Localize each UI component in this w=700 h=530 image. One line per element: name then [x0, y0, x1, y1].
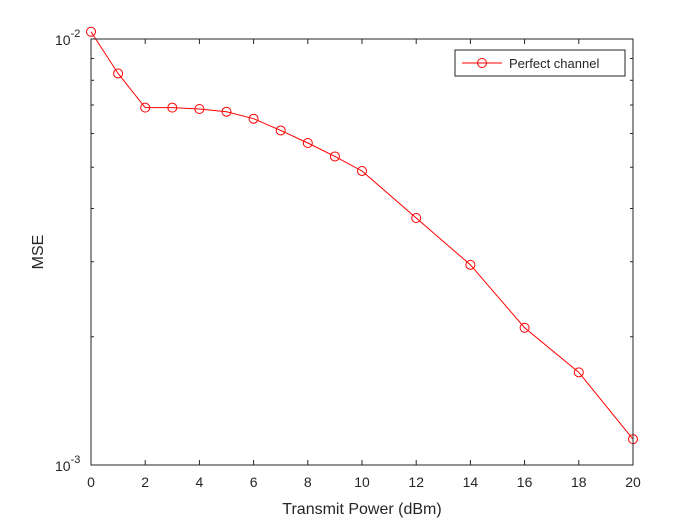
x-tick-label: 18 [571, 474, 587, 490]
x-tick-label: 10 [354, 474, 370, 490]
legend-marker [477, 58, 487, 68]
data-point [86, 26, 96, 37]
y-tick-label: 10-3 [55, 454, 80, 474]
data-point [357, 165, 367, 176]
x-tick-label: 6 [250, 474, 258, 490]
x-tick-label: 8 [304, 474, 312, 490]
x-tick-label: 4 [196, 474, 204, 490]
data-point [248, 113, 259, 124]
x-tick-label: 20 [625, 474, 641, 490]
y-tick-label-exponent: -3 [71, 454, 81, 466]
x-tick-label: 2 [141, 474, 149, 490]
data-point [302, 137, 313, 148]
y-tick-label-base: 10 [55, 32, 71, 48]
x-tick-label: 14 [463, 474, 479, 490]
x-tick-label: 12 [408, 474, 424, 490]
series-layer [86, 26, 638, 445]
data-point [329, 151, 340, 162]
data-point [275, 125, 286, 136]
axes-box [90, 38, 634, 466]
legend-label: Perfect channel [509, 56, 599, 71]
y-tick-label-exponent: -2 [71, 28, 81, 40]
data-point [465, 259, 476, 270]
plot-area [91, 39, 633, 465]
x-axis-label: Transmit Power (dBm) [282, 501, 441, 518]
series-line [90, 31, 634, 440]
data-point [194, 103, 205, 114]
y-axis-label: MSE [30, 235, 47, 270]
y-tick-label: 10-2 [55, 28, 80, 48]
y-tick-label-base: 10 [55, 458, 71, 474]
data-point [113, 68, 124, 79]
data-point [167, 102, 178, 113]
x-tick-label: 0 [87, 474, 95, 490]
x-tick-label: 16 [517, 474, 533, 490]
legend: Perfect channel [454, 49, 626, 77]
data-point [411, 213, 422, 224]
data-point [573, 367, 584, 378]
data-point [519, 322, 530, 333]
data-point [221, 106, 232, 117]
data-point [140, 102, 151, 113]
